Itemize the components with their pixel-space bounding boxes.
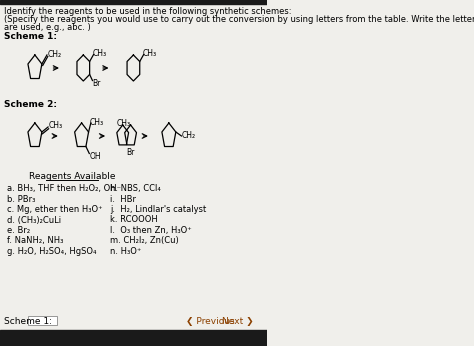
Text: c. Mg, ether then H₃O⁺: c. Mg, ether then H₃O⁺ [7,205,102,214]
Text: OH: OH [89,152,101,161]
Text: m. CH₂I₂, Zn(Cu): m. CH₂I₂, Zn(Cu) [110,237,179,246]
Text: Scheme 1:: Scheme 1: [4,32,57,41]
Text: Identify the reagents to be used in the following synthetic schemes:: Identify the reagents to be used in the … [4,7,292,16]
Text: Scheme 1:: Scheme 1: [4,317,52,326]
Text: Reagents Available: Reagents Available [29,172,115,181]
Text: ❮ Previous: ❮ Previous [186,317,234,326]
Text: Br: Br [92,80,101,89]
Bar [0,0,267,4]
Text: f. NaNH₂, NH₃: f. NaNH₂, NH₃ [7,237,63,246]
Bar [0,330,267,346]
Text: (Specify the reagents you would use to carry out the conversion by using letters: (Specify the reagents you would use to c… [4,15,474,24]
Text: h. NBS, CCl₄: h. NBS, CCl₄ [110,184,161,193]
Text: CH₃: CH₃ [93,49,107,58]
Text: n. H₃O⁺: n. H₃O⁺ [110,247,141,256]
Text: Scheme 2:: Scheme 2: [4,100,57,109]
Text: d. (CH₃)₂CuLi: d. (CH₃)₂CuLi [7,216,61,225]
Bar [28,316,57,325]
Text: e. Br₂: e. Br₂ [7,226,30,235]
Text: l.  O₃ then Zn, H₃O⁺: l. O₃ then Zn, H₃O⁺ [110,226,191,235]
Text: b. PBr₃: b. PBr₃ [7,194,35,203]
Text: CH₃: CH₃ [89,118,103,127]
Text: CH₂: CH₂ [182,131,196,140]
Text: CH₃: CH₃ [117,119,131,128]
Text: are used, e.g., abc. ): are used, e.g., abc. ) [4,23,91,32]
Text: j.  H₂, Lindlar's catalyst: j. H₂, Lindlar's catalyst [110,205,206,214]
Text: a. BH₃, THF then H₂O₂, OH⁻: a. BH₃, THF then H₂O₂, OH⁻ [7,184,121,193]
Text: CH₃: CH₃ [49,121,63,130]
Text: CH₂: CH₂ [47,50,62,59]
Text: k. RCOOOH: k. RCOOOH [110,216,157,225]
Text: Br: Br [127,148,135,157]
Text: CH₃: CH₃ [143,49,157,58]
Text: g. H₂O, H₂SO₄, HgSO₄: g. H₂O, H₂SO₄, HgSO₄ [7,247,96,256]
Text: i.  HBr: i. HBr [110,194,136,203]
Text: Next ❯: Next ❯ [222,317,254,326]
